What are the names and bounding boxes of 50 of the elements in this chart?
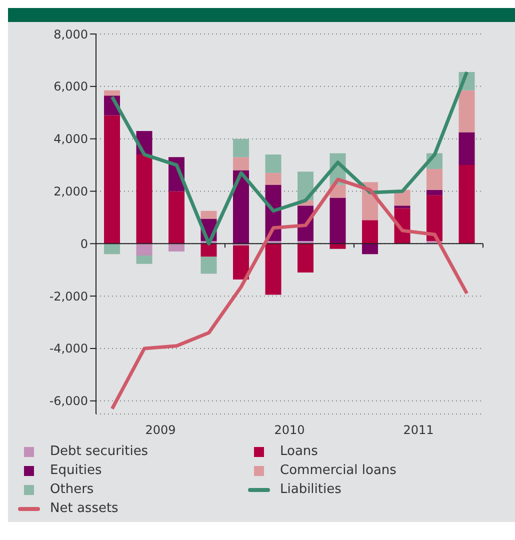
bar [136,154,152,244]
legend-label: Liabilities [279,481,342,499]
legend-label: Equities [49,462,103,480]
bar [136,255,152,264]
bar [330,198,346,244]
x-tick-label: 2011 [403,423,434,437]
bar [394,206,410,208]
bar [265,154,282,173]
bar [426,190,442,196]
bar [265,244,282,295]
legend-label: Others [49,481,95,499]
bar [168,244,184,252]
x-tick-label: 2009 [145,423,176,437]
bar [426,195,442,242]
bar [168,191,184,244]
legend-label: Debt securities [49,443,150,461]
y-tick-label: -2,000 [49,289,88,304]
bar [330,244,346,249]
y-tick-label: -6,000 [49,394,88,408]
bar [136,244,152,256]
y-tick-label: 8,000 [54,27,88,42]
legend-label: Loans [279,443,319,461]
bar [233,138,249,158]
bar [233,245,249,280]
bar [265,172,282,185]
bar [458,90,475,132]
bar [362,220,378,244]
bar [458,132,475,166]
bar [298,244,314,272]
line-series [110,178,469,411]
legend-label: Commercial loans [279,462,398,480]
line-series [110,70,469,246]
bar [233,157,249,170]
bar [104,244,120,254]
y-tick-label: 6,000 [54,80,88,94]
y-tick-label: 2,000 [54,184,88,198]
bar [200,244,217,257]
bar [458,165,475,244]
bar [200,210,217,219]
y-tick-label: 4,000 [54,132,88,146]
x-tick-label: 2010 [274,423,305,437]
y-tick-label: 0 [80,236,88,251]
bar [200,256,217,274]
bar [298,172,314,200]
legend-label: Net assets [49,500,120,518]
bar [362,244,378,254]
bar [104,90,120,96]
y-tick-label: -4,000 [49,342,88,356]
bar [104,115,120,244]
bar [426,168,442,190]
